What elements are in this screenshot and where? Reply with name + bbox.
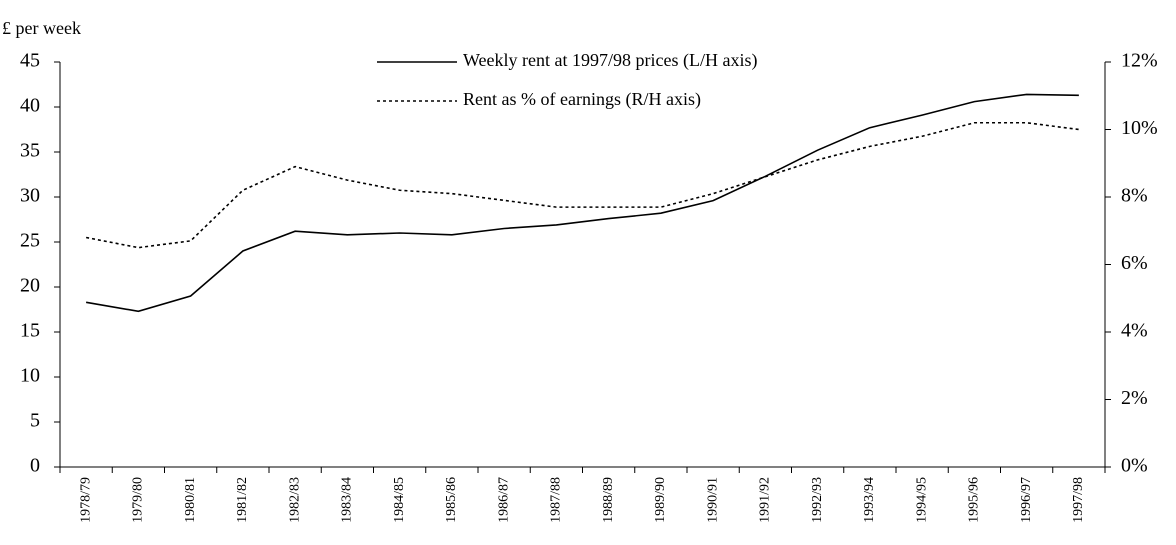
y-tick-label: 45: [20, 50, 40, 72]
x-tick-label: 1983/84: [340, 477, 355, 523]
x-tick-label: 1987/88: [549, 477, 564, 523]
x-tick-label: 1993/94: [862, 477, 877, 523]
x-tick-label: 1981/82: [235, 477, 250, 523]
x-tick-label: 1988/89: [601, 477, 616, 523]
x-tick-label: 1994/95: [914, 477, 929, 523]
y-tick-label: 10: [20, 365, 40, 387]
x-tick-label: 1990/91: [705, 477, 720, 523]
x-tick-label: 1982/83: [287, 477, 302, 523]
x-tick-label: 1992/93: [810, 477, 825, 523]
x-tick-label: 1996/97: [1019, 477, 1034, 523]
x-tick-label: 1989/90: [653, 477, 668, 523]
y-tick-label: 5: [30, 410, 40, 432]
x-tick-label: 1979/80: [131, 477, 146, 523]
series-line: [85, 121, 1079, 249]
x-tick-label: 1997/98: [1071, 477, 1086, 523]
y-tick-label: 25: [20, 230, 40, 252]
x-tick-label: 1984/85: [392, 477, 407, 523]
y-tick-label: 40: [20, 95, 40, 117]
x-tick-label: 1980/81: [183, 477, 198, 523]
y-tick-label: 0: [30, 455, 40, 477]
y2-tick-label: 4%: [1121, 320, 1148, 342]
legend-label: Weekly rent at 1997/98 prices (L/H axis): [463, 50, 757, 71]
y2-tick-label: 12%: [1121, 50, 1158, 72]
y2-tick-label: 10%: [1121, 117, 1158, 139]
y-tick-label: 30: [20, 185, 40, 207]
y2-tick-label: 6%: [1121, 252, 1148, 274]
x-tick-label: 1991/92: [758, 477, 773, 523]
y2-tick-label: 2%: [1121, 387, 1148, 409]
y-tick-label: 15: [20, 320, 40, 342]
y-tick-label: 35: [20, 140, 40, 162]
y2-tick-label: 0%: [1121, 455, 1148, 477]
y-axis-title: £ per week: [2, 18, 81, 38]
y2-tick-label: 8%: [1121, 185, 1148, 207]
x-tick-label: 1978/79: [78, 477, 93, 523]
x-tick-label: 1985/86: [444, 477, 459, 523]
series-line: [85, 93, 1079, 313]
x-tick-label: 1995/96: [967, 477, 982, 523]
x-tick-label: 1986/87: [496, 477, 511, 523]
y-tick-label: 20: [20, 275, 40, 297]
legend-label: Rent as % of earnings (R/H axis): [463, 89, 701, 110]
